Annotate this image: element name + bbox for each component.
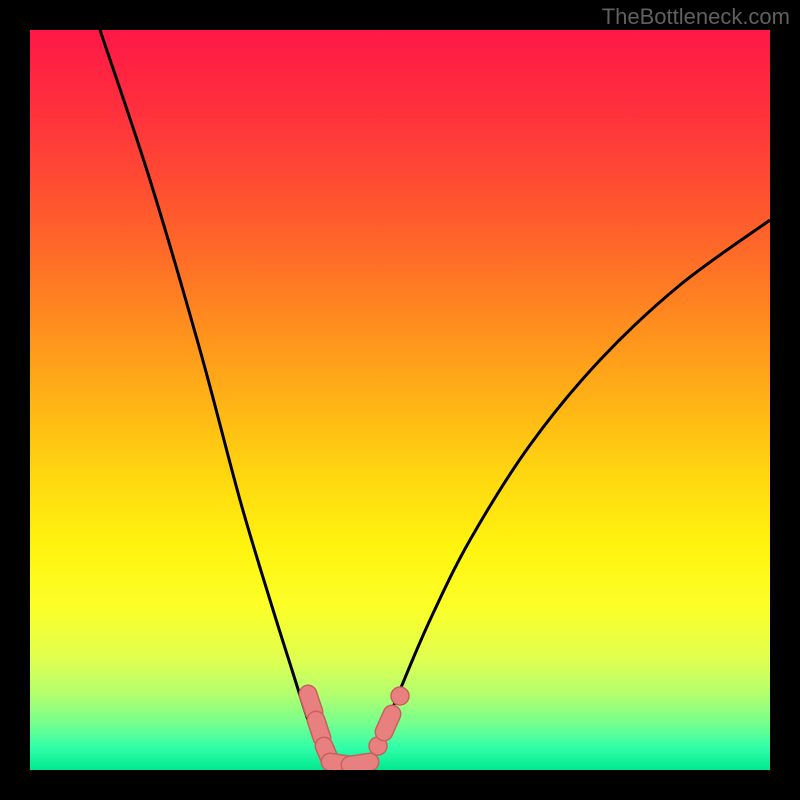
marker-pill	[384, 714, 392, 732]
curve-layer	[30, 30, 770, 770]
bottleneck-curve-left	[100, 30, 328, 765]
marker-group	[308, 687, 409, 765]
chart-frame: TheBottleneck.com	[0, 0, 800, 800]
watermark-text: TheBottleneck.com	[602, 4, 790, 30]
marker-dot	[391, 687, 409, 705]
bottleneck-curve-right	[368, 220, 770, 765]
marker-pill	[308, 694, 314, 712]
marker-pill	[316, 720, 322, 738]
marker-pill	[350, 762, 370, 765]
plot-area	[30, 30, 770, 770]
